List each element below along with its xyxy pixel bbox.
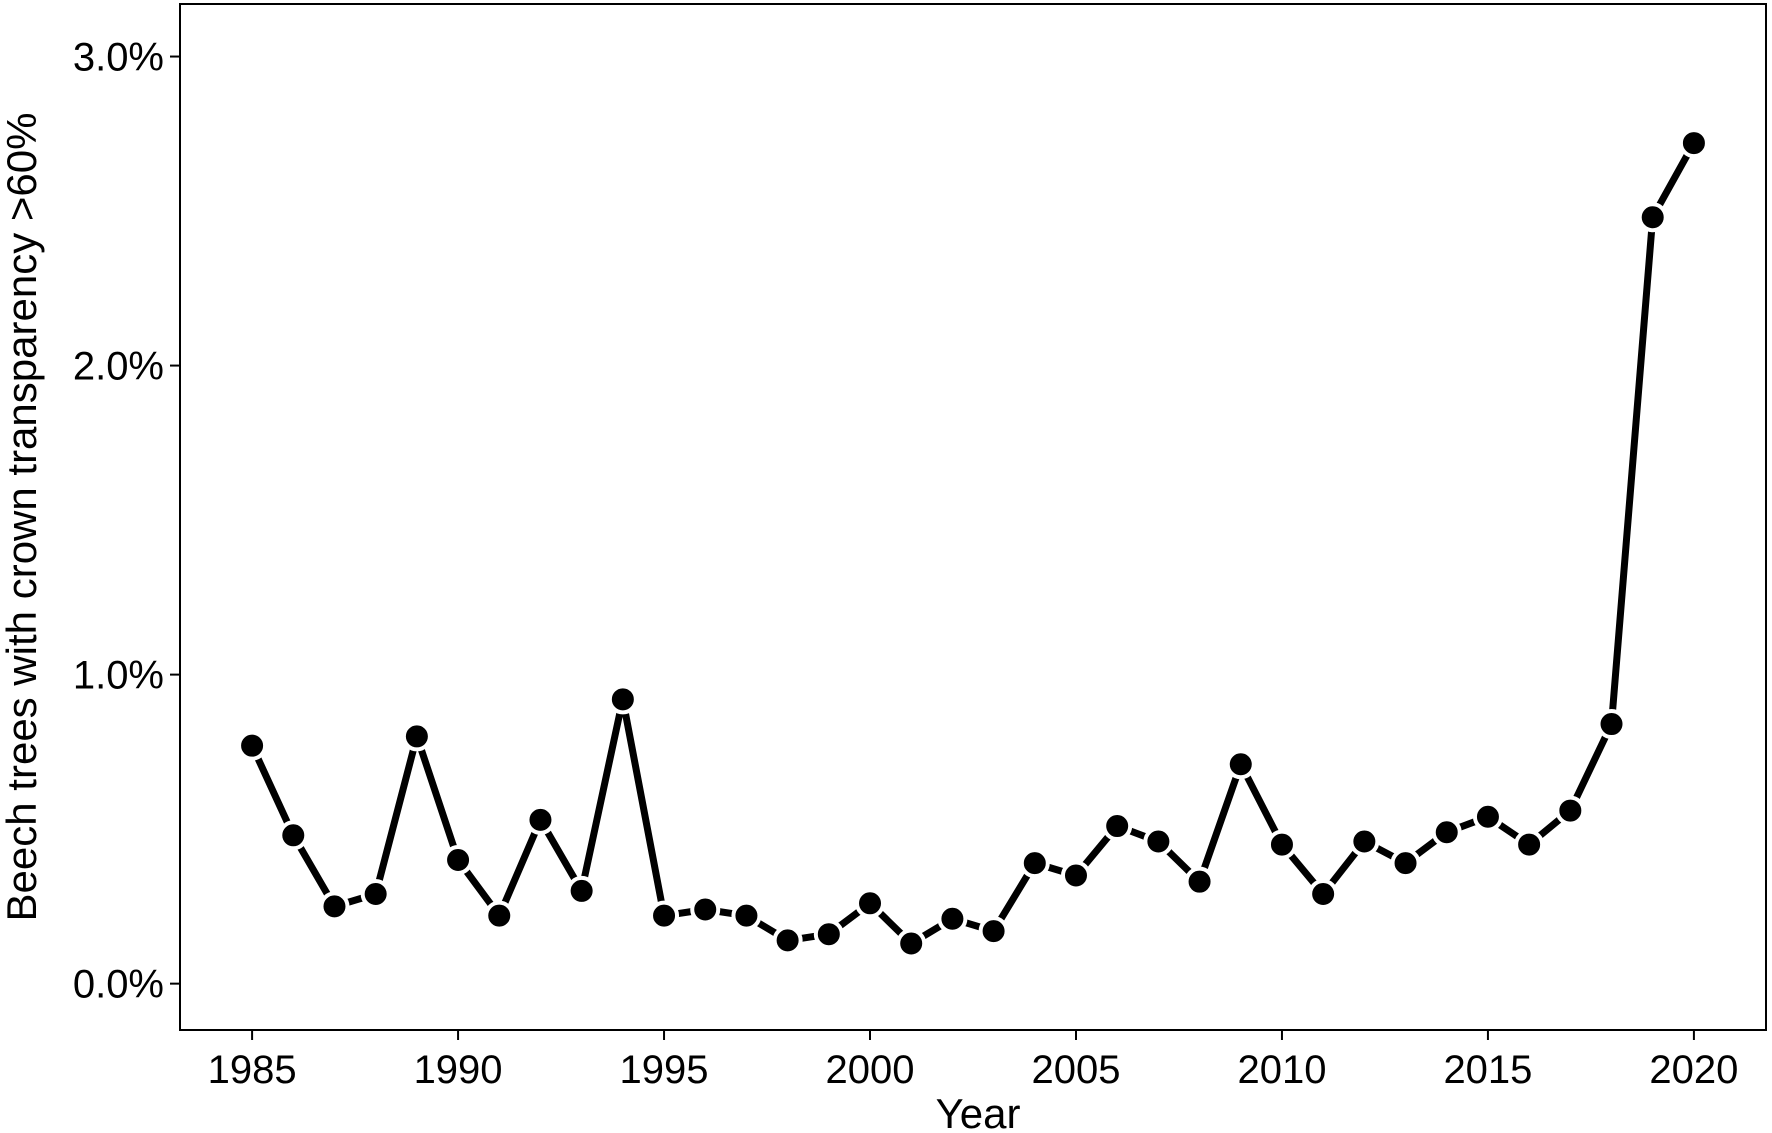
data-point-1996 (690, 894, 721, 925)
data-point-2004 (1019, 848, 1050, 879)
data-point-2018 (1596, 709, 1627, 740)
data-point-2017 (1555, 795, 1586, 826)
y-axis-title: Beech trees with crown transparency >60% (0, 113, 45, 922)
data-point-1997 (731, 900, 762, 931)
x-axis: 1985 1990 1995 2000 2005 2010 2015 2020 (208, 1030, 1738, 1092)
y-axis: 0.0% 1.0% 2.0% 3.0% (73, 36, 180, 1007)
x-tick-label: 2020 (1649, 1048, 1738, 1092)
data-point-1995 (649, 900, 680, 931)
y-tick-label: 1.0% (73, 654, 164, 698)
x-tick-label: 2005 (1031, 1048, 1120, 1092)
data-point-1990 (443, 845, 474, 876)
x-tick-label: 1995 (620, 1048, 709, 1092)
data-point-2003 (978, 916, 1009, 947)
data-point-1998 (772, 925, 803, 956)
data-point-2010 (1266, 829, 1297, 860)
data-point-2005 (1060, 860, 1091, 891)
data-point-2016 (1514, 829, 1545, 860)
data-point-1985 (237, 730, 268, 761)
y-tick-label: 2.0% (73, 345, 164, 389)
data-point-2006 (1102, 811, 1133, 842)
x-axis-title: Year (936, 1090, 1021, 1133)
plot-frame (179, 3, 1767, 1031)
data-point-1992 (525, 804, 556, 835)
data-point-1989 (401, 721, 432, 752)
x-tick-label: 2010 (1237, 1048, 1326, 1092)
data-point-2001 (896, 928, 927, 959)
data-point-2019 (1637, 202, 1668, 233)
data-point-2014 (1431, 817, 1462, 848)
data-point-1987 (319, 891, 350, 922)
data-point-2000 (855, 888, 886, 919)
data-point-1994 (607, 684, 638, 715)
data-point-2008 (1184, 866, 1215, 897)
data-point-2012 (1349, 826, 1380, 857)
data-point-2020 (1678, 128, 1709, 159)
data-point-1993 (566, 875, 597, 906)
data-point-2002 (937, 903, 968, 934)
data-point-1991 (484, 900, 515, 931)
data-point-2015 (1472, 801, 1503, 832)
data-point-1986 (278, 820, 309, 851)
data-point-2011 (1308, 879, 1339, 910)
x-tick-label: 1990 (414, 1048, 503, 1092)
data-point-1999 (813, 919, 844, 950)
data-points (237, 128, 1709, 959)
x-tick-label: 2015 (1443, 1048, 1532, 1092)
data-point-2007 (1143, 826, 1174, 857)
x-tick-label: 1985 (208, 1048, 297, 1092)
data-point-1988 (360, 879, 391, 910)
x-tick-label: 2000 (826, 1048, 915, 1092)
data-point-2013 (1390, 848, 1421, 879)
y-tick-label: 0.0% (73, 963, 164, 1007)
y-tick-label: 3.0% (73, 36, 164, 80)
data-point-2009 (1225, 749, 1256, 780)
